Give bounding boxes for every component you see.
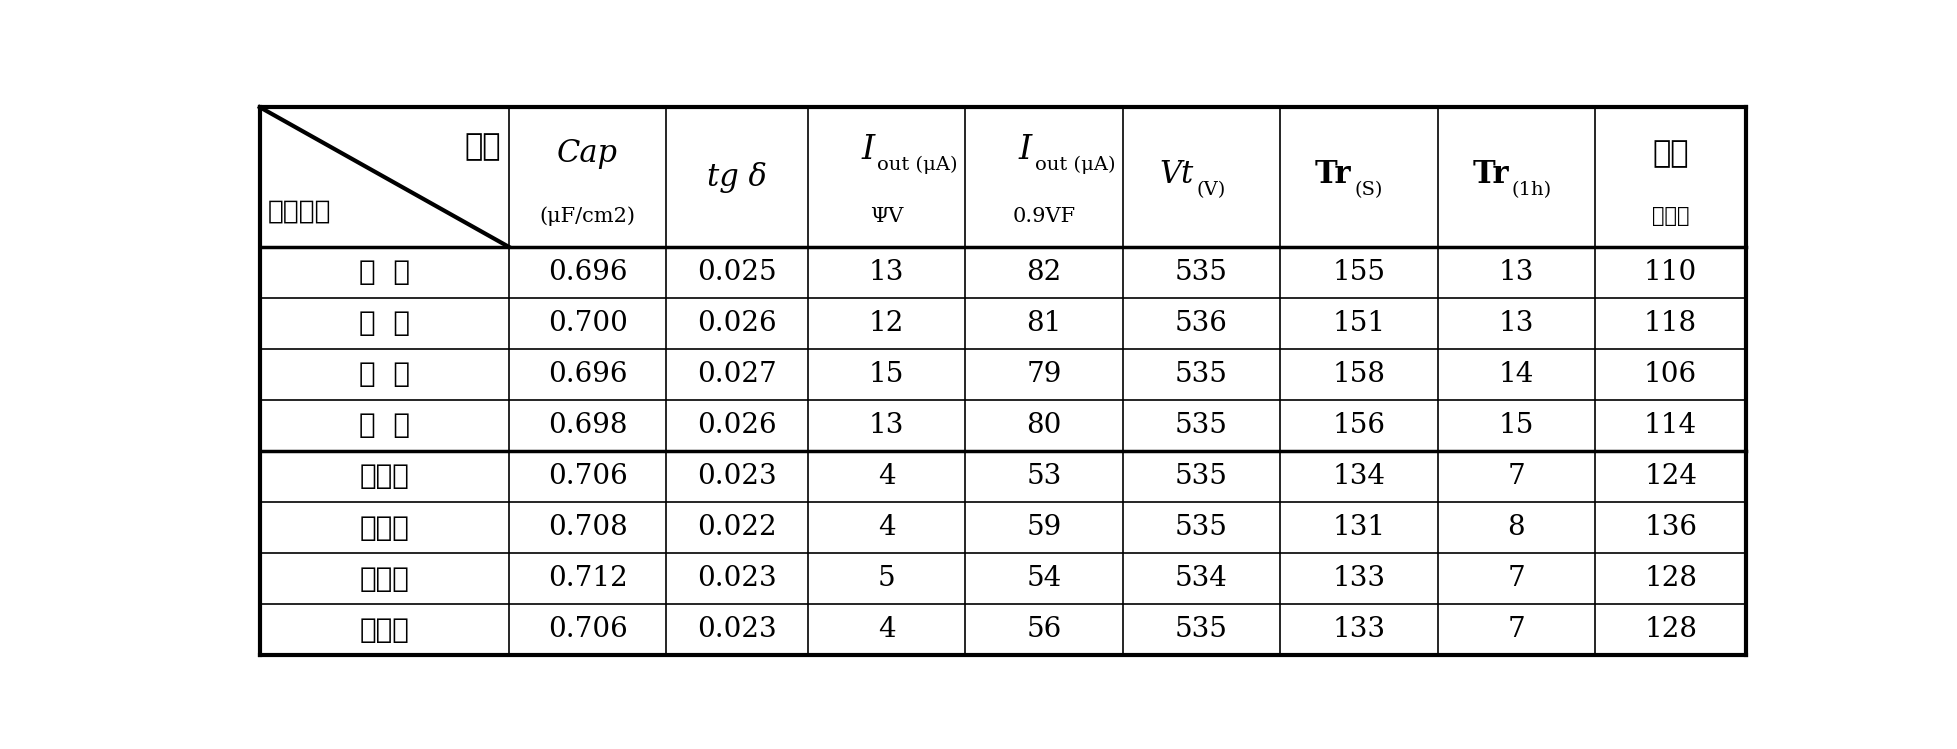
Text: 合电极: 合电极: [360, 565, 409, 592]
Text: 0.708: 0.708: [548, 514, 628, 541]
Text: 54: 54: [1025, 565, 1061, 592]
Text: 0.026: 0.026: [697, 412, 777, 439]
Text: 136: 136: [1644, 514, 1697, 541]
Text: (μF/cm2): (μF/cm2): [540, 206, 636, 226]
Text: 118: 118: [1644, 310, 1697, 337]
Text: 13: 13: [1499, 259, 1534, 286]
Text: 134: 134: [1333, 463, 1386, 490]
Text: (1h): (1h): [1513, 181, 1552, 198]
Text: 534: 534: [1174, 565, 1227, 592]
Text: 的  电: 的 电: [358, 309, 409, 338]
Text: 151: 151: [1333, 310, 1386, 337]
Text: out (μA): out (μA): [1035, 156, 1115, 174]
Text: 7: 7: [1507, 616, 1525, 643]
Text: 折弯: 折弯: [1652, 139, 1689, 168]
Text: 133: 133: [1333, 565, 1386, 592]
Text: 7: 7: [1507, 565, 1525, 592]
Text: 81: 81: [1025, 310, 1061, 337]
Text: Tr: Tr: [1472, 159, 1509, 189]
Text: 15: 15: [869, 361, 904, 388]
Text: 0.027: 0.027: [697, 361, 777, 388]
Text: out (μA): out (μA): [877, 156, 957, 174]
Text: 化成方法: 化成方法: [268, 199, 331, 225]
Text: 0.696: 0.696: [548, 259, 628, 286]
Text: 114: 114: [1644, 412, 1697, 439]
Text: 0.712: 0.712: [548, 565, 628, 592]
Text: (V): (V): [1198, 181, 1227, 198]
Text: 128: 128: [1644, 616, 1697, 643]
Text: 0.023: 0.023: [697, 565, 777, 592]
Text: 158: 158: [1333, 361, 1386, 388]
Text: 106: 106: [1644, 361, 1697, 388]
Text: 131: 131: [1333, 514, 1386, 541]
Text: 82: 82: [1025, 259, 1061, 286]
Text: ΨV: ΨV: [869, 207, 902, 225]
Text: 128: 128: [1644, 565, 1697, 592]
Text: 56: 56: [1025, 616, 1061, 643]
Text: 535: 535: [1174, 259, 1227, 286]
Text: 14: 14: [1499, 361, 1534, 388]
Text: 0.023: 0.023: [697, 463, 777, 490]
Text: 7: 7: [1507, 463, 1525, 490]
Text: 板结构: 板结构: [360, 616, 409, 643]
Text: 155: 155: [1333, 259, 1386, 286]
Text: (S): (S): [1354, 181, 1384, 198]
Text: 12: 12: [869, 310, 904, 337]
Text: Vt: Vt: [1161, 159, 1194, 189]
Text: tg δ: tg δ: [706, 162, 767, 192]
Text: 0.706: 0.706: [548, 616, 628, 643]
Text: 结  构: 结 构: [358, 411, 409, 440]
Text: 传  统: 传 统: [358, 258, 409, 286]
Text: 156: 156: [1333, 412, 1386, 439]
Text: 535: 535: [1174, 616, 1227, 643]
Text: 项目: 项目: [464, 132, 501, 161]
Text: 0.023: 0.023: [697, 616, 777, 643]
Text: 535: 535: [1174, 463, 1227, 490]
Text: 0.696: 0.696: [548, 361, 628, 388]
Text: 0.025: 0.025: [697, 259, 777, 286]
Text: 4: 4: [877, 514, 894, 541]
Text: 124: 124: [1644, 463, 1697, 490]
Text: （回）: （回）: [1652, 206, 1689, 226]
Text: 8: 8: [1507, 514, 1525, 541]
Text: 条状组: 条状组: [360, 514, 409, 542]
Text: 13: 13: [1499, 310, 1534, 337]
Text: 535: 535: [1174, 412, 1227, 439]
Text: 53: 53: [1025, 463, 1061, 490]
Text: Cap: Cap: [558, 138, 618, 169]
Text: I: I: [861, 134, 875, 166]
Text: 0.026: 0.026: [697, 310, 777, 337]
Text: 0.698: 0.698: [548, 412, 628, 439]
Text: 110: 110: [1644, 259, 1697, 286]
Text: 0.700: 0.700: [548, 310, 628, 337]
Text: 0.706: 0.706: [548, 463, 628, 490]
Text: 15: 15: [1499, 412, 1534, 439]
Text: 0.022: 0.022: [697, 514, 777, 541]
Text: 80: 80: [1025, 412, 1061, 439]
Text: 59: 59: [1025, 514, 1061, 541]
Text: 5: 5: [877, 565, 894, 592]
Text: I: I: [1020, 134, 1031, 166]
Text: 本发明: 本发明: [360, 462, 409, 491]
Text: 133: 133: [1333, 616, 1386, 643]
Text: 79: 79: [1025, 361, 1061, 388]
Text: 536: 536: [1174, 310, 1227, 337]
Text: 0.9VF: 0.9VF: [1012, 207, 1076, 225]
Text: 4: 4: [877, 616, 894, 643]
Text: 535: 535: [1174, 361, 1227, 388]
Text: 4: 4: [877, 463, 894, 490]
Text: 535: 535: [1174, 514, 1227, 541]
Text: 13: 13: [869, 259, 904, 286]
Text: Tr: Tr: [1315, 159, 1350, 189]
Text: 极  板: 极 板: [358, 360, 409, 389]
Text: 13: 13: [869, 412, 904, 439]
